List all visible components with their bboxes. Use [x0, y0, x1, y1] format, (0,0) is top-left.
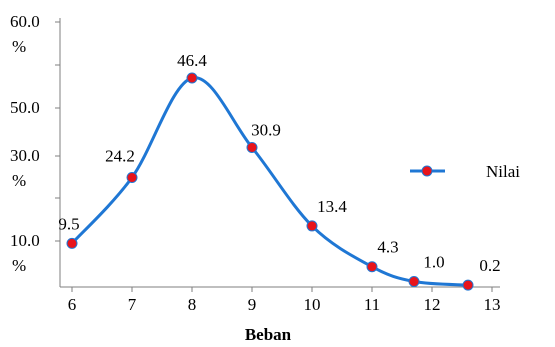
y-tick-unit: %	[12, 171, 26, 190]
x-tick-label: 6	[68, 295, 77, 314]
data-label: 0.2	[479, 256, 500, 275]
y-tick-label: 60.0	[10, 12, 40, 31]
data-point	[66, 237, 78, 249]
series-nilai: 9.5 24.2 46.4 30.9 13.4 4.3 1.0 0.2	[58, 51, 501, 291]
y-tick-labels: 60.0% 50.0 30.0% 10.0%	[10, 12, 60, 275]
data-label: 24.2	[105, 147, 135, 166]
x-tick-label: 11	[364, 295, 380, 314]
data-label: 9.5	[58, 214, 79, 233]
data-label: 4.3	[377, 238, 398, 257]
x-tick-label: 9	[248, 295, 257, 314]
x-tick-label: 8	[188, 295, 197, 314]
data-label: 30.9	[251, 120, 281, 139]
x-axis-title: Beban	[245, 325, 292, 344]
x-tick-label: 10	[304, 295, 321, 314]
data-label: 1.0	[423, 253, 444, 272]
legend: Nilai	[410, 162, 520, 181]
axes	[59, 18, 500, 288]
x-tick-label: 7	[128, 295, 137, 314]
data-point	[408, 276, 420, 288]
legend-marker	[421, 165, 433, 177]
y-tick-label: 50.0	[10, 98, 40, 117]
data-point	[462, 279, 474, 291]
y-tick-label: 10.0	[10, 231, 40, 250]
data-point	[186, 72, 198, 84]
data-point	[366, 261, 378, 273]
y-tick-label: 30.0	[10, 146, 40, 165]
data-label: 13.4	[317, 197, 347, 216]
data-point	[246, 141, 258, 153]
data-label: 46.4	[177, 51, 207, 70]
x-tick-label: 12	[424, 295, 441, 314]
data-point	[306, 220, 318, 232]
data-point	[126, 172, 138, 184]
x-tick-label: 13	[484, 295, 501, 314]
y-tick-unit: %	[12, 256, 26, 275]
legend-label: Nilai	[486, 162, 520, 181]
x-tick-labels: 6 7 8 9 10 11 12 13	[68, 287, 501, 314]
series-line	[70, 76, 469, 287]
y-tick-unit: %	[12, 37, 26, 56]
